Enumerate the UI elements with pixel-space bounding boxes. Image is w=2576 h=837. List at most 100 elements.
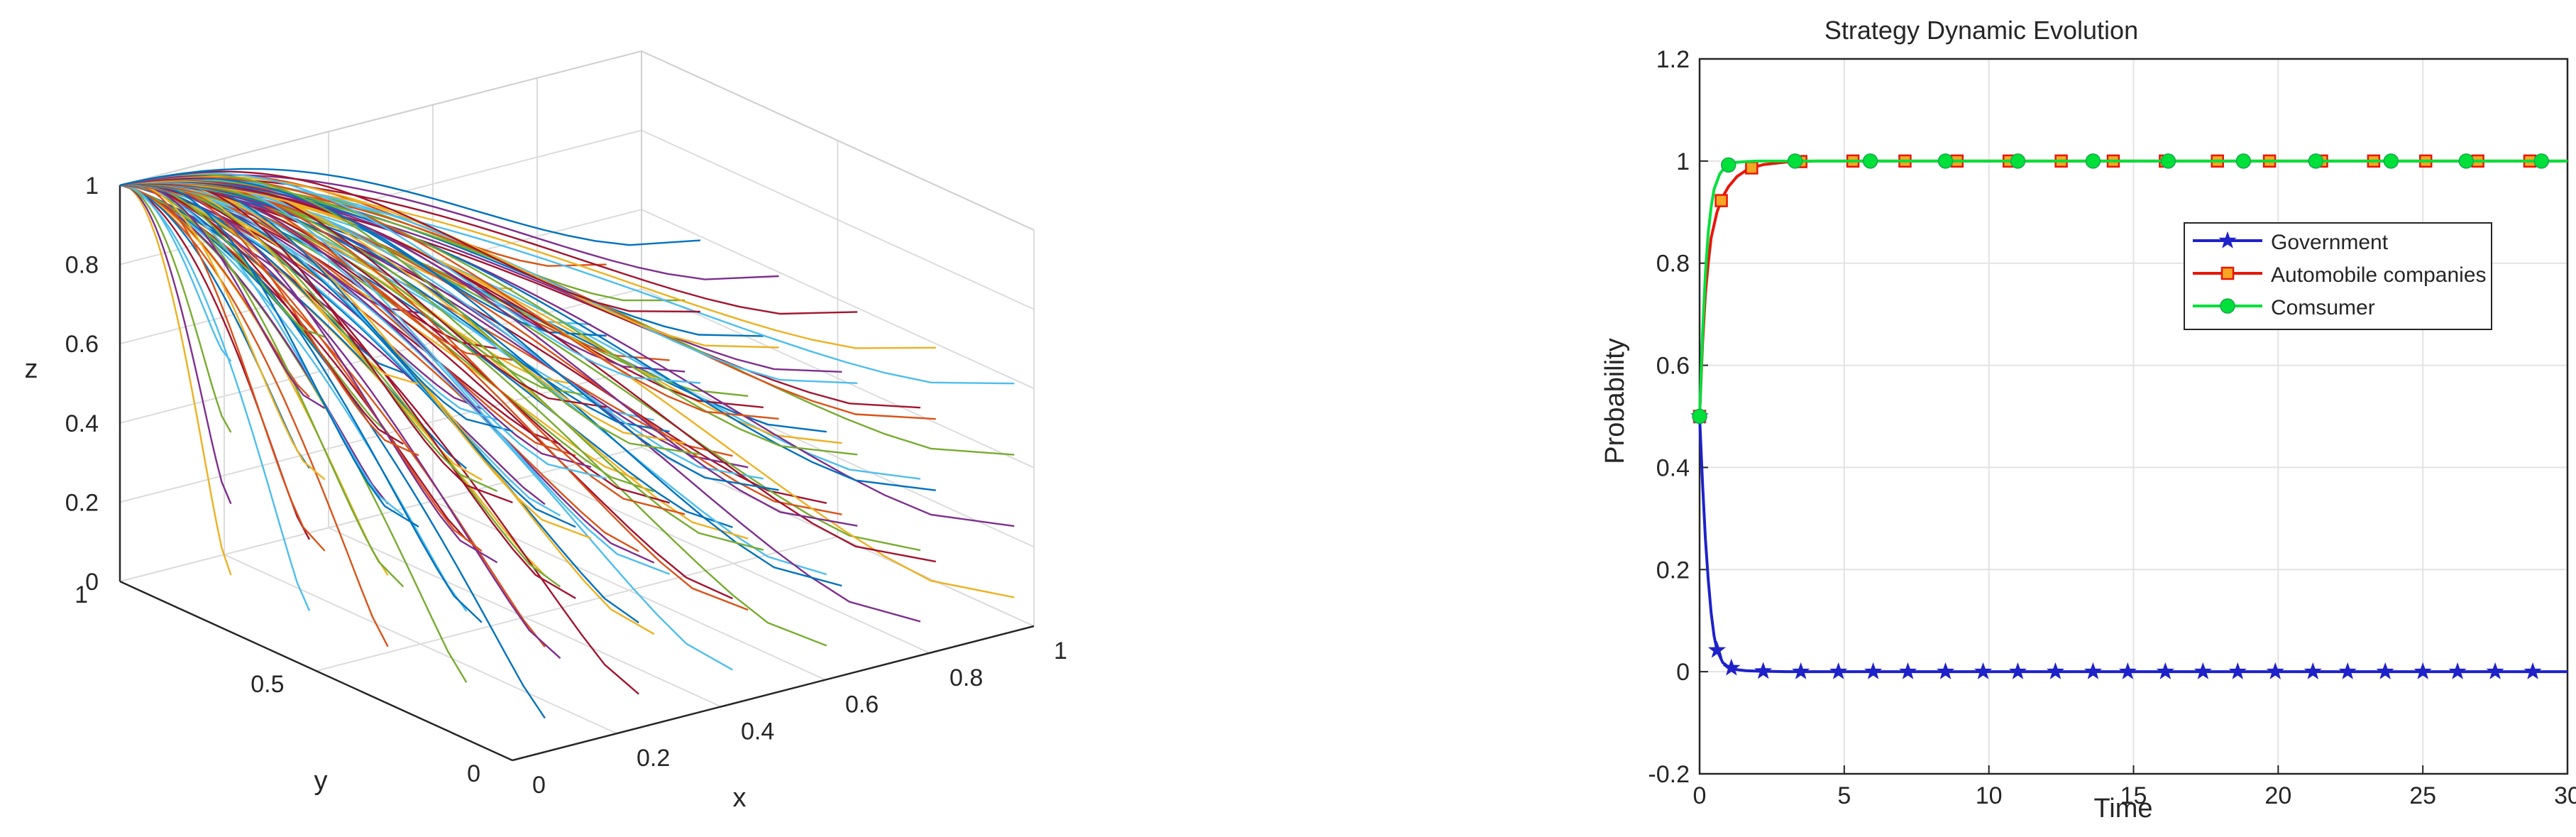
- data-marker-automobile-companies: [1745, 161, 1758, 175]
- data-marker-consumer: [2010, 153, 2026, 169]
- data-marker-government: [2413, 662, 2432, 679]
- x-tick-label: 5: [1837, 782, 1851, 809]
- y-tick-label: 0.6: [1656, 353, 1690, 380]
- axis-line: [119, 580, 513, 762]
- x-tick-label: 15: [2120, 782, 2147, 809]
- data-marker-consumer: [2308, 153, 2324, 169]
- y-tick-label: 0: [467, 760, 480, 787]
- y-axis-label: Probability: [1600, 338, 1630, 464]
- grid-line: [641, 129, 1035, 310]
- series-line-government: [1698, 416, 2567, 674]
- data-marker-government: [2046, 662, 2065, 679]
- grid-line: [119, 288, 642, 424]
- y-tick-label: 1.2: [1656, 46, 1690, 73]
- data-marker-consumer: [1937, 153, 1954, 169]
- x-tick-label: 25: [2409, 782, 2436, 809]
- x-axis-label: Time: [2093, 794, 2152, 824]
- z-tick-label: 0.4: [65, 410, 99, 437]
- series-layer: [1690, 153, 2567, 679]
- data-marker-government: [2156, 662, 2174, 679]
- y-tick-label: 0.4: [1656, 454, 1690, 481]
- data-marker-consumer: [2235, 153, 2252, 169]
- legend-label-consumer: Comsumer: [2271, 296, 2375, 319]
- legend-entry-consumer: Comsumer: [2193, 296, 2375, 319]
- box-edge: [119, 50, 642, 186]
- chart-legend: Government Automobile companies Comsumer: [2184, 222, 2492, 330]
- y-tick-label: 0.5: [251, 671, 284, 698]
- x-tick-label: 20: [2264, 782, 2291, 809]
- x-axis-ticks: 0 5 10 15 20 25 30: [1693, 765, 2576, 809]
- legend-label-government: Government: [2271, 231, 2389, 254]
- trajectory-line: [119, 184, 546, 719]
- x-tick-label: 0.6: [845, 691, 879, 718]
- data-marker-consumer: [2533, 153, 2550, 169]
- data-marker-automobile-companies: [1714, 194, 1728, 207]
- chart-title: Strategy Dynamic Evolution: [1824, 16, 2138, 45]
- plot3d-x-axis-label: x: [733, 783, 747, 813]
- x-tick-label: 30: [2554, 782, 2576, 809]
- data-marker-consumer: [1787, 153, 1803, 169]
- plot3d-z-axis-label: z: [25, 354, 38, 384]
- data-marker-government: [2194, 662, 2212, 679]
- data-marker-government: [2228, 662, 2247, 679]
- x-tick-label: 1: [1054, 638, 1067, 664]
- data-marker-government: [1829, 662, 1848, 679]
- series-line-consumer: [1698, 159, 2567, 417]
- y-tick-label: 1: [1676, 148, 1690, 175]
- data-marker-government: [2448, 662, 2467, 679]
- y-tick-label: 0: [1676, 659, 1690, 686]
- data-marker-government: [1974, 662, 1993, 679]
- data-marker-government: [2376, 662, 2394, 679]
- data-marker-government: [2008, 662, 2027, 679]
- grid-line: [119, 447, 642, 582]
- z-tick-label: 0: [85, 569, 99, 596]
- x-tick-label: 0: [532, 772, 546, 799]
- data-marker-government: [1722, 658, 1741, 676]
- trajectory-line: [119, 174, 779, 280]
- legend-label-automobile-companies: Automobile companies: [2271, 263, 2487, 287]
- data-marker-consumer: [1692, 408, 1707, 425]
- data-marker-consumer: [2085, 153, 2101, 169]
- data-marker-government: [2266, 662, 2284, 679]
- legend-entry-automobile-companies: Automobile companies: [2193, 263, 2487, 287]
- x-tick-label: 0.2: [637, 745, 670, 772]
- y-tick-label: 0.8: [1656, 251, 1690, 278]
- y-tick-label: 0.2: [1656, 557, 1690, 584]
- data-marker-consumer: [2458, 153, 2475, 169]
- data-marker-consumer: [2160, 153, 2176, 169]
- data-marker-consumer: [1862, 153, 1878, 169]
- data-marker-legend-consumer: [2220, 298, 2235, 314]
- z-tick-label: 0.8: [65, 252, 99, 279]
- data-marker-government: [2486, 662, 2504, 679]
- plot3d-trajectories: [119, 168, 1015, 719]
- z-tick-label: 1: [85, 173, 99, 199]
- plot3d-y-axis-label: y: [314, 766, 328, 796]
- data-marker-government: [1937, 662, 1955, 679]
- data-marker-government: [2338, 662, 2357, 679]
- grid-line: [641, 288, 1035, 469]
- data-marker-government: [1899, 662, 1917, 679]
- x-tick-label: 0: [1693, 782, 1707, 809]
- y-axis-ticks: -0.2 0 0.2 0.4 0.6 0.8 1 1.2: [1648, 46, 1708, 788]
- trajectory-line: [119, 180, 936, 349]
- data-marker-government: [1864, 662, 1883, 679]
- y-tick-label: -0.2: [1648, 761, 1690, 788]
- strategy-evolution-chart: Strategy Dynamic Evolution 0 5 10 15 20 25 30 …: [1600, 16, 2576, 824]
- box-edge: [641, 50, 1035, 231]
- data-marker-government: [2084, 662, 2103, 679]
- axis-line: [512, 625, 1035, 762]
- legend-entry-government: Government: [2193, 231, 2389, 254]
- x-tick-label: 10: [1976, 782, 2003, 809]
- series-government: [1690, 407, 2567, 679]
- data-marker-legend-government: [2218, 231, 2237, 248]
- x-tick-label: 0.4: [741, 718, 774, 745]
- series-consumer: [1692, 153, 2567, 425]
- grid-line: [316, 536, 838, 672]
- legend-symbol-automobile-companies: [2193, 266, 2262, 280]
- data-marker-government: [1707, 640, 1727, 658]
- grid-line: [641, 209, 1035, 390]
- y-tick-label: 1: [75, 581, 88, 608]
- data-marker-government: [1754, 662, 1773, 679]
